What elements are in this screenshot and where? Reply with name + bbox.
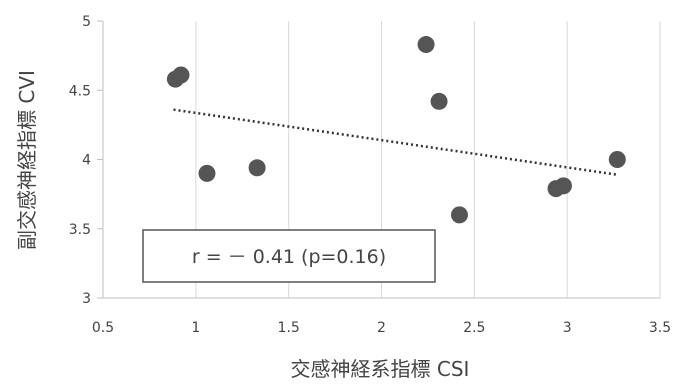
annotation-box: [142, 229, 436, 283]
correlation-annotation: r = － 0.41 (p=0.16): [192, 246, 386, 268]
point-layer: [166, 36, 626, 224]
y-axis-title: 副交感神経指標 CVI: [15, 70, 39, 250]
y-tick-label: 3.5: [69, 222, 91, 238]
x-tick-label: 2: [377, 320, 386, 336]
data-point: [608, 151, 626, 168]
data-point: [417, 36, 435, 54]
y-tick-label: 4: [82, 153, 91, 169]
x-axis-title: 交感神経系指標 CSI: [291, 357, 470, 381]
y-tick-label: 5: [82, 14, 91, 30]
trend-layer: [173, 108, 618, 176]
trendline: [173, 108, 618, 176]
axis-layer: [97, 20, 660, 299]
x-tick-label: 1.5: [278, 320, 300, 336]
data-point: [172, 66, 190, 84]
x-tick-label: 2.5: [463, 320, 485, 336]
data-point: [554, 177, 572, 195]
y-tick-label: 3: [82, 291, 91, 307]
data-point: [248, 159, 266, 177]
x-tick-label: 1: [191, 320, 200, 336]
data-point: [430, 92, 448, 110]
x-tick-label: 3: [563, 320, 572, 336]
x-tick-label: 0.5: [92, 320, 114, 336]
x-tick-label: 3.5: [649, 320, 671, 336]
data-point: [198, 164, 216, 182]
y-tick-label: 4.5: [69, 83, 91, 99]
tick-layer: 0.5 1 1.5 2 2.5 3 3.5 3 3.5 4 4.5 5: [69, 14, 671, 336]
data-point: [450, 206, 468, 224]
